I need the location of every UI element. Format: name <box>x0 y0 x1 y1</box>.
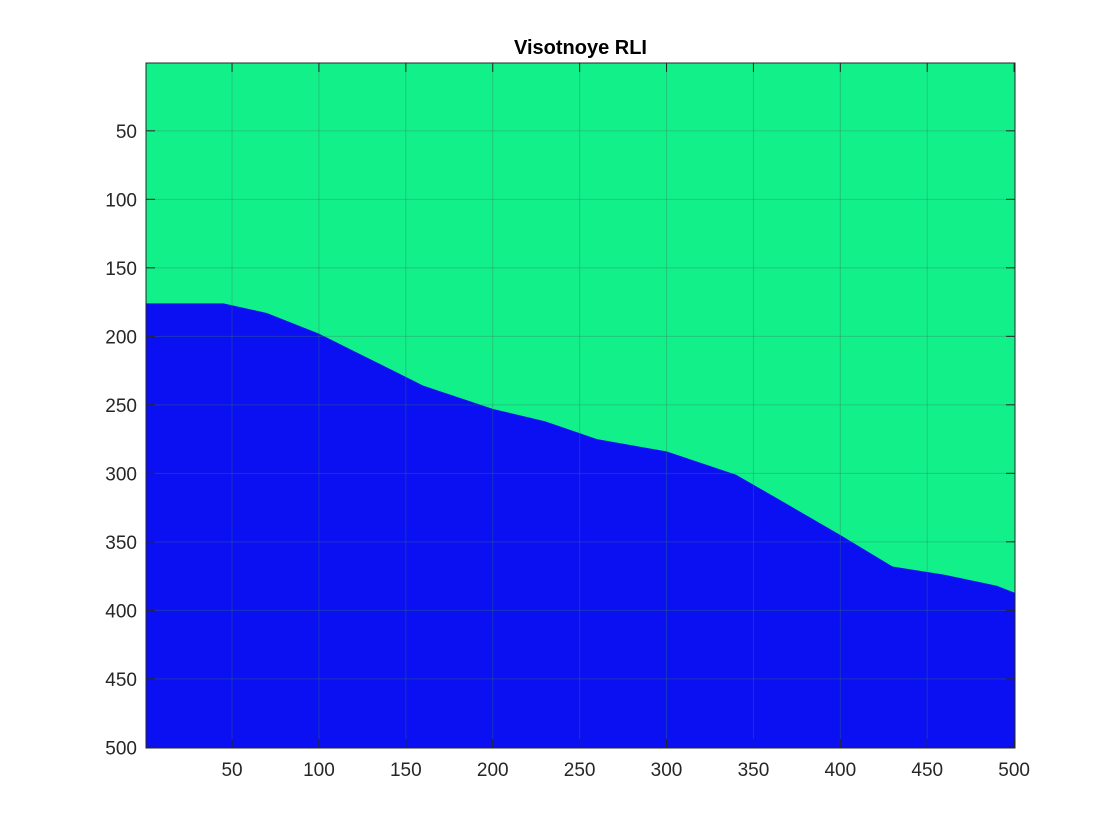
y-tick-label: 500 <box>105 738 137 759</box>
axes-box <box>145 62 1016 749</box>
y-tick-label: 350 <box>105 533 137 554</box>
heatmap-plot-area <box>146 63 1015 748</box>
y-tick-label: 200 <box>105 327 137 348</box>
x-tick-label: 200 <box>477 760 509 781</box>
y-tick-label: 50 <box>116 122 137 143</box>
x-axis: 50 100 150 200 250 300 350 400 450 500 <box>221 63 1030 781</box>
y-tick-label: 100 <box>105 190 137 211</box>
y-tick-label: 250 <box>105 396 137 417</box>
y-tick-label: 450 <box>105 670 137 691</box>
y-tick-label: 300 <box>105 464 137 485</box>
x-tick-label: 100 <box>303 760 335 781</box>
x-tick-label: 50 <box>221 760 242 781</box>
gridlines <box>146 63 1015 748</box>
x-tick-label: 400 <box>824 760 856 781</box>
x-tick-label: 250 <box>564 760 596 781</box>
y-axis: 50 100 150 200 250 300 350 400 450 500 <box>105 122 1015 759</box>
x-tick-label: 500 <box>998 760 1030 781</box>
x-tick-label: 300 <box>651 760 683 781</box>
lower-region <box>146 303 1015 748</box>
y-tick-label: 400 <box>105 601 137 622</box>
x-tick-label: 450 <box>911 760 943 781</box>
x-tick-label: 150 <box>390 760 422 781</box>
x-tick-label: 350 <box>738 760 770 781</box>
y-tick-label: 150 <box>105 259 137 280</box>
chart-title: Visotnoye RLI <box>514 37 647 59</box>
